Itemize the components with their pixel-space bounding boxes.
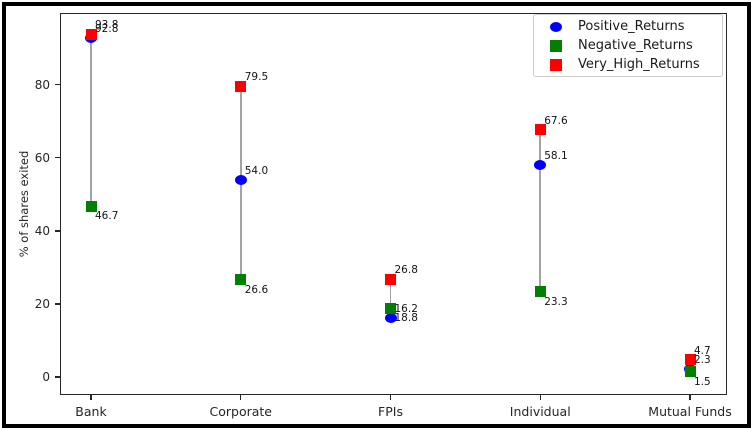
y-tick-mark xyxy=(55,230,60,232)
y-tick-mark xyxy=(55,376,60,378)
y-tick-mark xyxy=(55,157,60,159)
legend: Positive_Returns Negative_Returns Very_Hig… xyxy=(533,14,723,77)
point-label: 93.8 xyxy=(95,19,119,32)
x-tick-label: Individual xyxy=(509,404,571,419)
marker-very_high_returns xyxy=(385,273,396,285)
marker-negative_returns xyxy=(385,302,396,314)
point-label: 26.8 xyxy=(394,264,418,277)
legend-item-negative_returns: Negative_Returns xyxy=(534,36,722,55)
marker-very_high_returns xyxy=(534,124,546,136)
y-axis-label: % of shares exited xyxy=(17,150,31,258)
y-tick-mark xyxy=(55,303,60,305)
square-legend-icon xyxy=(550,39,562,52)
plot-area: 0 20 40 60 80 Bank Corporate FPIs Individual Mutu… xyxy=(35,13,732,419)
marker-positive_returns xyxy=(234,174,247,185)
y-tick-label: 20 xyxy=(34,296,50,311)
legend-marker-cell xyxy=(534,58,578,71)
point-label: 16.2 xyxy=(394,302,418,315)
marker-negative_returns xyxy=(684,366,696,378)
y-tick-label: 80 xyxy=(34,77,50,92)
x-tick-mark xyxy=(240,395,242,400)
marker-negative_returns xyxy=(235,274,247,286)
point-label: 4.7 xyxy=(694,344,711,357)
x-tick-mark xyxy=(389,395,392,400)
marker-very_high_returns xyxy=(235,80,247,92)
marker-positive_returns xyxy=(384,312,397,323)
marker-very_high_returns xyxy=(684,354,696,366)
x-tick-label: Bank xyxy=(75,404,107,419)
x-tick-label: Corporate xyxy=(209,404,273,419)
legend-label: Positive_Returns xyxy=(578,19,685,34)
x-tick-mark xyxy=(539,395,541,400)
marker-negative_returns xyxy=(85,200,97,212)
range-line xyxy=(389,279,392,318)
legend-marker-cell xyxy=(534,39,578,52)
point-label: 18.8 xyxy=(394,312,418,325)
point-label: 26.6 xyxy=(244,283,269,296)
y-tick-mark xyxy=(55,83,60,86)
legend-label: Very_High_Returns xyxy=(578,57,700,72)
x-tick-mark xyxy=(689,395,691,400)
y-tick-label: 0 xyxy=(42,370,50,385)
point-label: 54.0 xyxy=(244,164,269,177)
legend-marker-cell xyxy=(534,21,578,32)
marker-positive_returns xyxy=(534,159,547,170)
point-label: 92.8 xyxy=(95,22,119,35)
legend-item-very_high_returns: Very_High_Returns xyxy=(534,55,722,74)
range-line xyxy=(539,129,542,292)
point-label: 46.7 xyxy=(95,210,119,223)
point-label: 58.1 xyxy=(544,149,568,162)
legend-item-positive_returns: Positive_Returns xyxy=(534,17,722,36)
point-label: 23.3 xyxy=(544,295,568,308)
x-tick-label: FPIs xyxy=(378,404,403,419)
point-label: 2.3 xyxy=(694,353,711,366)
y-tick-label: 40 xyxy=(34,223,50,238)
x-tick-mark xyxy=(90,395,92,400)
range-line xyxy=(90,34,92,207)
point-label: 1.5 xyxy=(694,375,711,388)
marker-very_high_returns xyxy=(85,28,97,40)
y-tick-label: 60 xyxy=(34,150,50,165)
legend-label: Negative_Returns xyxy=(578,38,693,53)
point-label: 79.5 xyxy=(244,71,269,84)
marker-negative_returns xyxy=(534,286,546,298)
point-label: 67.6 xyxy=(544,114,568,127)
circle-legend-icon xyxy=(550,21,562,32)
square-legend-icon xyxy=(550,58,562,71)
x-tick-label: Mutual Funds xyxy=(648,404,732,419)
